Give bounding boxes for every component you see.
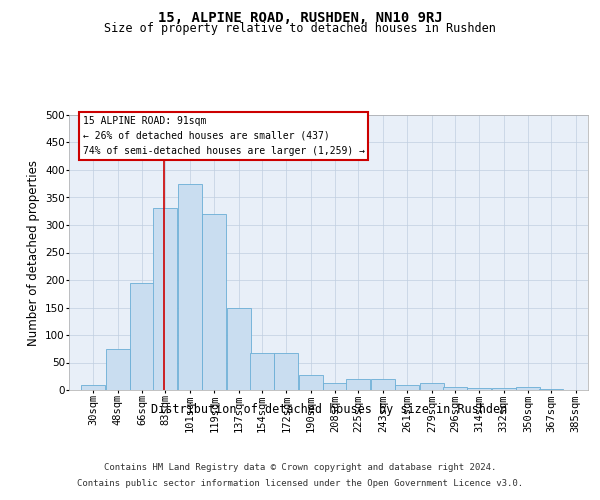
Bar [467, 388, 491, 390]
Bar [346, 379, 370, 390]
Text: Contains HM Land Registry data © Crown copyright and database right 2024.: Contains HM Land Registry data © Crown c… [104, 464, 496, 472]
Bar [274, 352, 298, 390]
Text: 15, ALPINE ROAD, RUSHDEN, NN10 9RJ: 15, ALPINE ROAD, RUSHDEN, NN10 9RJ [158, 11, 442, 25]
Text: Distribution of detached houses by size in Rushden: Distribution of detached houses by size … [151, 402, 507, 415]
Bar [154, 208, 178, 390]
Bar [178, 184, 202, 390]
Text: 15 ALPINE ROAD: 91sqm
← 26% of detached houses are smaller (437)
74% of semi-det: 15 ALPINE ROAD: 91sqm ← 26% of detached … [83, 116, 365, 156]
Bar [443, 387, 467, 390]
Text: Contains public sector information licensed under the Open Government Licence v3: Contains public sector information licen… [77, 478, 523, 488]
Bar [395, 384, 419, 390]
Bar [420, 383, 444, 390]
Text: Size of property relative to detached houses in Rushden: Size of property relative to detached ho… [104, 22, 496, 35]
Bar [299, 374, 323, 390]
Y-axis label: Number of detached properties: Number of detached properties [26, 160, 40, 346]
Bar [227, 308, 251, 390]
Bar [250, 352, 274, 390]
Bar [492, 388, 516, 390]
Bar [323, 383, 347, 390]
Bar [106, 349, 130, 390]
Bar [202, 214, 226, 390]
Bar [516, 387, 540, 390]
Bar [371, 379, 395, 390]
Bar [130, 283, 154, 390]
Bar [82, 384, 106, 390]
Bar [539, 389, 563, 390]
